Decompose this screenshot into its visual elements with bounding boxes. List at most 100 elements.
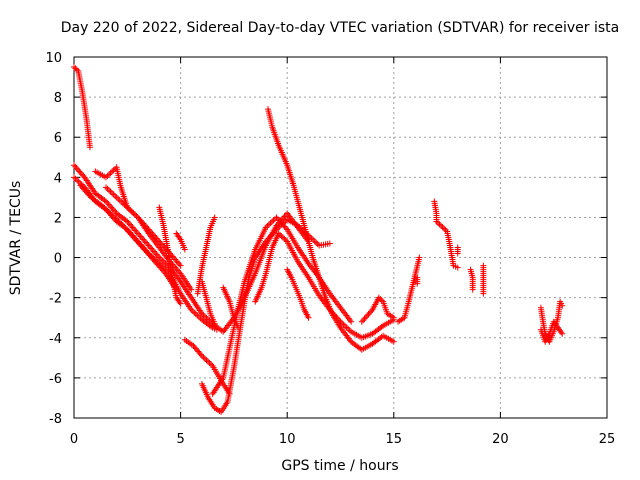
data-point	[131, 211, 138, 218]
data-point	[559, 302, 566, 309]
data-point	[559, 330, 566, 337]
data-point	[126, 221, 133, 228]
data-point	[72, 65, 79, 72]
data-point	[454, 250, 461, 257]
series-arc-7	[156, 204, 184, 307]
data-point	[313, 239, 320, 246]
data-point	[345, 325, 352, 332]
data-point	[206, 359, 213, 366]
series-arc-5	[92, 164, 195, 293]
y-tick-label: -4	[49, 332, 62, 347]
data-point	[414, 280, 421, 287]
data-point	[74, 166, 81, 173]
series-arc-23	[467, 266, 476, 293]
data-point	[137, 233, 144, 240]
data-point	[268, 218, 275, 225]
series-arc-13	[209, 214, 355, 397]
series-arc-20	[431, 198, 461, 271]
data-point	[191, 309, 198, 316]
data-point	[110, 167, 117, 174]
data-point	[133, 228, 140, 235]
series-arc-6	[102, 184, 184, 269]
data-point	[377, 296, 384, 303]
data-point	[273, 214, 280, 221]
data-point	[110, 191, 117, 198]
data-point	[197, 351, 204, 358]
data-point	[205, 358, 212, 365]
data-point	[366, 309, 373, 316]
data-point	[115, 195, 122, 202]
data-point	[265, 221, 272, 228]
data-point	[213, 326, 220, 333]
y-tick-label: 2	[54, 211, 62, 226]
x-tick-label: 20	[492, 432, 509, 447]
data-point	[270, 217, 277, 224]
data-point	[362, 314, 369, 321]
y-tick-label: -6	[49, 372, 62, 387]
x-axis-ticks: 0 5 10 15 20 25	[70, 57, 615, 447]
data-point	[454, 264, 461, 271]
data-point	[365, 311, 372, 318]
data-point	[106, 202, 113, 209]
data-point	[71, 162, 77, 169]
data-point	[203, 357, 210, 364]
data-point	[375, 294, 382, 301]
data-point	[71, 64, 77, 71]
data-point	[170, 255, 177, 262]
data-point	[74, 177, 81, 184]
series-arc-15	[252, 230, 397, 341]
data-point	[188, 286, 195, 293]
data-point	[109, 190, 116, 197]
y-tick-label: -2	[49, 292, 62, 307]
data-point	[278, 233, 285, 240]
series-arc-3	[71, 174, 220, 333]
y-axis-label: SDTVAR / TECUs	[8, 181, 24, 296]
data-point	[128, 222, 135, 229]
data-point	[211, 320, 218, 327]
data-point	[364, 312, 371, 319]
data-point	[275, 230, 282, 237]
data-point	[173, 258, 180, 265]
data-point	[235, 324, 242, 331]
data-point	[106, 187, 113, 194]
data-point	[130, 210, 137, 217]
y-tick-label: 0	[54, 252, 62, 267]
data-point	[434, 219, 441, 226]
data-point	[305, 314, 312, 321]
data-point	[104, 199, 111, 206]
data-point	[158, 241, 165, 248]
grid-lines	[74, 57, 607, 418]
data-point	[76, 168, 83, 175]
data-point	[141, 238, 148, 245]
data-point	[128, 208, 135, 215]
data-point	[104, 185, 111, 192]
series-arc-18	[358, 294, 397, 325]
data-point	[129, 224, 136, 231]
data-point	[144, 241, 151, 248]
data-point	[177, 262, 184, 269]
x-tick-label: 10	[279, 432, 296, 447]
data-point	[112, 192, 119, 199]
data-point	[142, 239, 149, 246]
data-point	[136, 231, 143, 238]
data-point	[146, 244, 153, 251]
series-arc-19	[395, 254, 423, 325]
data-point	[177, 300, 184, 307]
data-point	[107, 188, 114, 195]
data-point	[172, 256, 179, 263]
data-point	[201, 355, 208, 362]
data-point	[127, 207, 134, 214]
data-point	[73, 66, 80, 73]
data-point	[279, 234, 286, 241]
data-point	[441, 225, 448, 232]
data-point	[107, 170, 114, 177]
plot-frame	[73, 56, 608, 419]
data-point	[360, 317, 367, 324]
series-arc-26	[537, 318, 566, 345]
data-point	[132, 227, 139, 234]
x-tick-label: 25	[599, 432, 616, 447]
data-point	[104, 172, 111, 179]
series-arc-24	[480, 262, 487, 297]
data-point	[130, 225, 137, 232]
x-tick-label: 15	[386, 432, 403, 447]
